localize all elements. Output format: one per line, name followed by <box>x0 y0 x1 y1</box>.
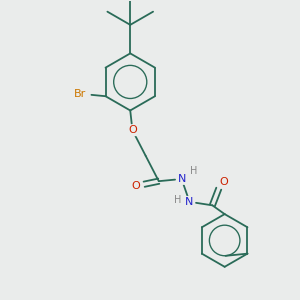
Text: O: O <box>128 125 137 135</box>
Text: O: O <box>219 178 228 188</box>
Text: H: H <box>173 195 181 205</box>
Text: N: N <box>185 197 194 207</box>
Text: N: N <box>177 174 186 184</box>
Text: Br: Br <box>74 89 87 99</box>
Text: H: H <box>190 166 198 176</box>
Text: O: O <box>131 181 140 190</box>
